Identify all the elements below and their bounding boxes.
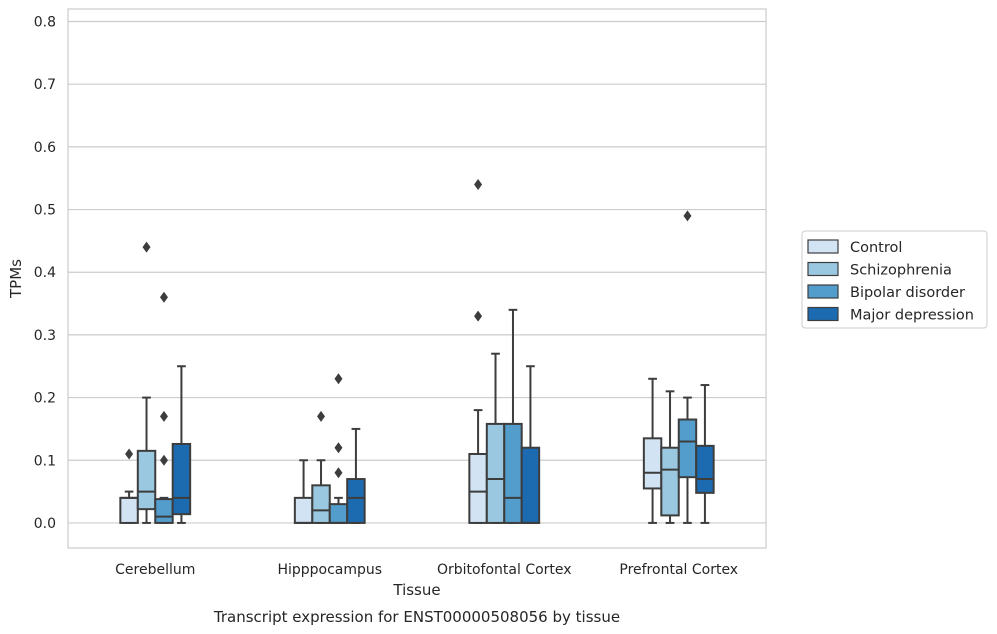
box-body xyxy=(485,422,506,524)
x-tick-label: Orbitofontal Cortex xyxy=(437,562,572,578)
outlier-point xyxy=(683,210,692,222)
box-body xyxy=(328,503,349,524)
y-tick-label: 0.2 xyxy=(34,391,56,407)
box-body xyxy=(660,446,680,517)
y-tick-label: 0.7 xyxy=(34,77,56,93)
y-tick-label: 0.5 xyxy=(34,203,56,219)
legend: Control Schizophrenia Bipolar disorder Majo… xyxy=(801,230,988,329)
outlier-point xyxy=(159,410,168,422)
box-body xyxy=(468,452,488,524)
box xyxy=(293,459,314,524)
legend-swatch xyxy=(807,306,839,322)
box xyxy=(136,241,157,524)
outlier-point xyxy=(474,310,483,322)
outlier-point xyxy=(334,467,343,479)
outlier-point xyxy=(159,291,168,303)
outlier-point xyxy=(125,448,134,460)
box-body xyxy=(677,418,698,479)
plot-frame xyxy=(67,8,767,549)
outlier-point xyxy=(474,178,483,190)
legend-swatch xyxy=(807,284,839,299)
box-body xyxy=(119,496,139,524)
box-body xyxy=(311,484,331,524)
y-tick-label: 0.4 xyxy=(34,265,56,281)
legend-label: Bipolar disorder xyxy=(850,285,965,301)
box xyxy=(660,390,680,524)
box xyxy=(119,448,139,524)
outlier-point xyxy=(142,241,151,253)
box-body xyxy=(136,449,157,511)
box-body xyxy=(346,478,366,524)
box-body xyxy=(642,437,663,490)
box xyxy=(485,352,506,524)
box-body xyxy=(171,442,192,516)
box-body xyxy=(520,446,541,524)
box xyxy=(154,291,174,524)
box-body xyxy=(503,422,523,524)
x-tick-label: Prefrontal Cortex xyxy=(619,562,738,578)
y-tick-label: 0.8 xyxy=(34,15,56,31)
legend-label: Major depression xyxy=(850,308,974,324)
box xyxy=(642,377,663,524)
box-body xyxy=(154,498,174,524)
box xyxy=(311,410,331,524)
x-tick-label: Hipppocampus xyxy=(277,562,382,578)
outlier-point xyxy=(317,410,326,422)
legend-frame xyxy=(801,230,988,329)
plot-boxes xyxy=(119,178,715,524)
legend-swatch xyxy=(807,261,839,277)
box xyxy=(503,308,523,524)
box xyxy=(171,365,192,524)
legend-label: Schizophrenia xyxy=(850,263,952,279)
y-tick-label: 0.3 xyxy=(34,328,56,344)
y-axis-label: TPMs xyxy=(7,259,25,299)
box xyxy=(677,210,698,524)
box-body xyxy=(293,496,314,524)
y-tick-label: 0.1 xyxy=(34,453,56,469)
box xyxy=(468,178,488,524)
box xyxy=(520,365,541,524)
box xyxy=(695,384,715,524)
legend-label: Control xyxy=(850,240,902,256)
y-tick-label: 0.0 xyxy=(34,516,56,532)
y-tick-label: 0.6 xyxy=(34,140,56,156)
x-axis-label: Tissue xyxy=(392,581,440,599)
outlier-point xyxy=(334,442,343,454)
chart-caption: Transcript expression for ENST0000050805… xyxy=(213,608,620,626)
box xyxy=(328,373,349,524)
box xyxy=(346,427,366,524)
x-tick-labels: Cerebellum Hipppocampus Orbitofontal Corte… xyxy=(115,562,738,578)
x-tick-label: Cerebellum xyxy=(115,562,195,578)
outlier-point xyxy=(334,373,343,385)
legend-swatch xyxy=(807,239,839,254)
y-tick-labels: 0.0 0.1 0.2 0.3 0.4 0.5 0.6 0.7 0.8 xyxy=(34,15,56,532)
outlier-point xyxy=(159,454,168,466)
box-body xyxy=(695,444,715,494)
